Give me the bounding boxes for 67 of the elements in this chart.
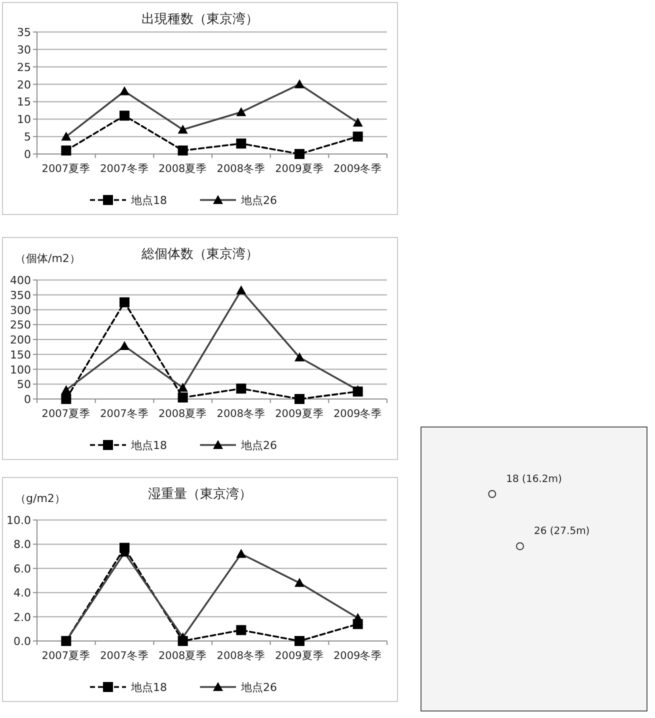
- y-axis-title: （g/m2）: [15, 492, 66, 505]
- point: [294, 636, 304, 646]
- y-tick-label: 0.0: [14, 635, 31, 648]
- point: [294, 394, 304, 404]
- y-tick-label: 350: [10, 288, 31, 302]
- legend-label: 地点18: [130, 439, 167, 452]
- y-tick-label: 0: [24, 148, 31, 161]
- x-tick-label: 2008夏季: [158, 649, 208, 662]
- y-tick-label: 15: [17, 96, 31, 109]
- point: [236, 138, 246, 149]
- x-tick-label: 2009冬季: [333, 407, 382, 420]
- text: 18 (16.2m): [506, 474, 562, 485]
- x-tick-label: 2007夏季: [42, 649, 91, 662]
- y-tick-label: 200: [10, 334, 31, 346]
- legend-label: 地点26: [240, 194, 277, 207]
- point: [178, 146, 188, 156]
- y-tick-label: 4.0: [14, 586, 31, 600]
- y-tick-label: 5: [24, 130, 31, 144]
- y-tick-label: 400: [10, 274, 31, 287]
- x-tick-label: 2007冬季: [100, 407, 149, 420]
- legend-label: 地点26: [240, 681, 277, 694]
- y-tick-label: 250: [10, 318, 31, 332]
- chart-title: 総個体数（東京湾）: [140, 246, 258, 262]
- point: [120, 110, 130, 121]
- y-tick-label: 6.0: [14, 562, 31, 576]
- y-tick-label: 25: [17, 60, 31, 74]
- y-tick-label: 10.0: [6, 514, 31, 527]
- chart-title: 出現種数（東京湾）: [142, 11, 258, 27]
- legend-label: 地点26: [240, 439, 277, 452]
- y-tick-label: 0: [24, 393, 31, 406]
- point: [236, 625, 246, 636]
- x-tick-label: 2007冬季: [100, 649, 149, 662]
- x-tick-label: 2009夏季: [275, 649, 324, 662]
- x-tick-label: 2008冬季: [216, 162, 266, 175]
- y-tick-label: 8.0: [14, 538, 31, 552]
- y-tick-label: 35: [17, 26, 31, 39]
- point: [352, 132, 363, 142]
- point: [120, 297, 130, 308]
- y-tick-label: 50: [17, 378, 31, 392]
- x-tick-label: 2008夏季: [158, 162, 208, 175]
- x-tick-label: 2007夏季: [42, 162, 91, 175]
- legend-label: 地点18: [130, 681, 167, 694]
- x-tick-label: 2009冬季: [333, 649, 382, 662]
- y-tick-label: 20: [17, 78, 31, 92]
- x-tick-label: 2008夏季: [158, 407, 208, 420]
- legend-label: 地点18: [130, 194, 167, 207]
- y-axis-title: （個体/m2）: [15, 252, 80, 265]
- x-tick-label: 2009夏季: [275, 407, 324, 420]
- chart-title: 湿重量（東京湾）: [148, 486, 252, 502]
- y-tick-label: 300: [10, 304, 31, 317]
- x-tick-label: 2009夏季: [275, 162, 324, 175]
- y-tick-label: 100: [10, 363, 31, 376]
- y-tick-label: 30: [17, 43, 31, 56]
- text: 26 (27.5m): [534, 526, 590, 538]
- point: [236, 384, 246, 394]
- point: [61, 394, 72, 404]
- y-tick-label: 10: [17, 113, 31, 126]
- point: [294, 149, 304, 159]
- y-tick-label: 2.0: [14, 610, 31, 624]
- x-tick-label: 2007冬季: [100, 162, 149, 175]
- x-tick-label: 2008冬季: [216, 407, 266, 420]
- x-tick-label: 2007夏季: [42, 407, 91, 420]
- point: [178, 392, 188, 403]
- point: [61, 146, 72, 156]
- y-tick-label: 150: [10, 348, 31, 362]
- x-tick-label: 2009冬季: [333, 162, 382, 175]
- x-tick-label: 2008冬季: [216, 649, 266, 662]
